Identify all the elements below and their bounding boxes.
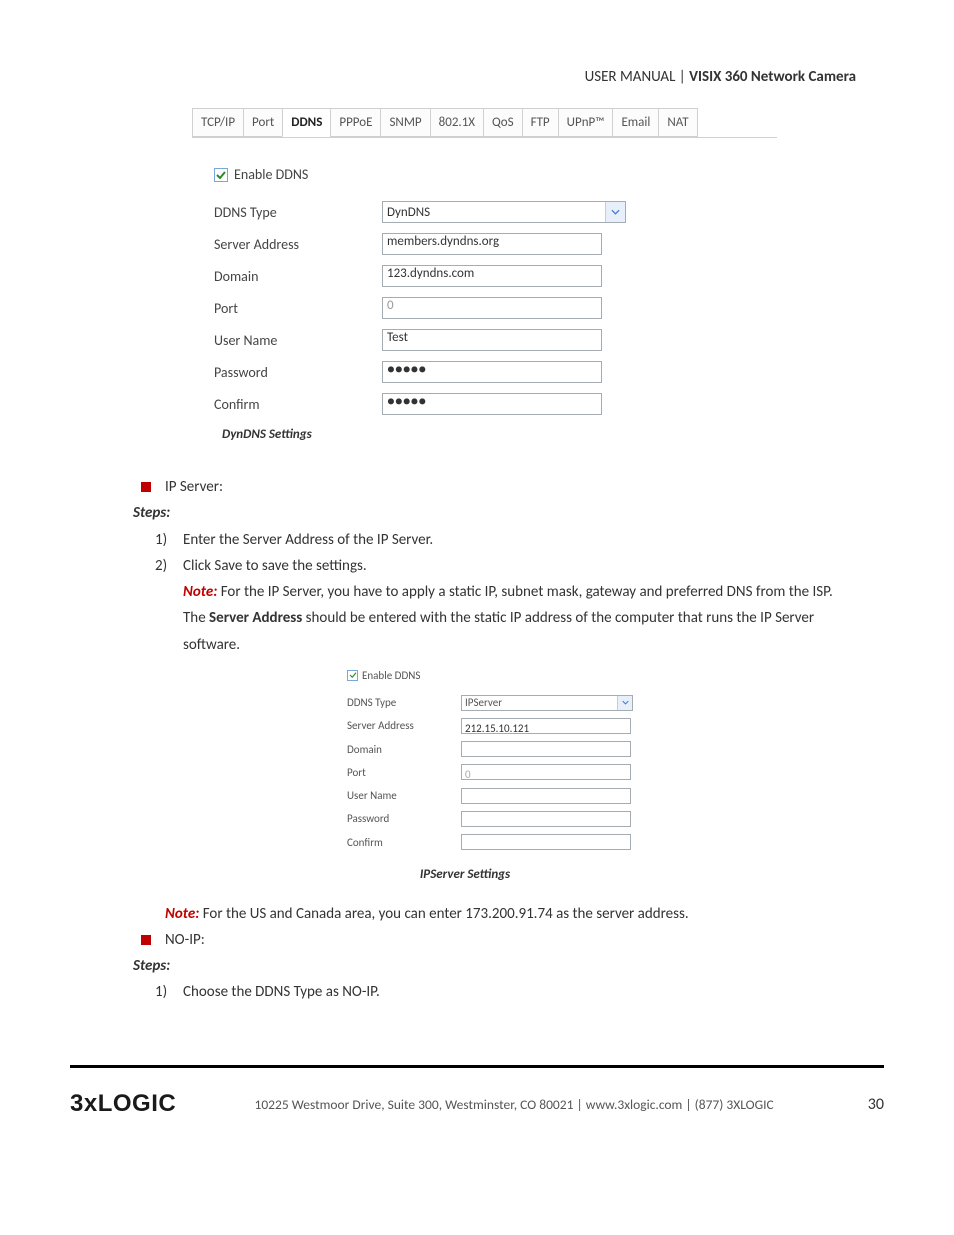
tab-ftp[interactable]: FTP [522, 108, 559, 137]
port-input[interactable]: 0 [382, 297, 602, 319]
ip-server-bullet: IP Server: [141, 474, 853, 500]
noip-step1-text: Choose the DDNS Type as NO-IP. [183, 979, 853, 1005]
tab-email[interactable]: Email [612, 108, 659, 137]
domain-input[interactable]: 123.dyndns.com [382, 265, 602, 287]
tab-pppoe[interactable]: PPPoE [330, 108, 381, 137]
header-title: VISIX 360 Network Camera [689, 68, 856, 86]
dyndns-settings-screenshot: TCP/IPPortDDNSPPPoESNMP802.1XQoSFTPUPnP™… [192, 108, 777, 442]
server-address-label2: Server Address [347, 716, 461, 735]
ddns-type-value: DynDNS [383, 205, 605, 220]
noip-label: NO-IP: [165, 927, 205, 953]
note1: Note: For the IP Server, you have to app… [183, 579, 853, 658]
tab-row: TCP/IPPortDDNSPPPoESNMP802.1XQoSFTPUPnP™… [192, 108, 777, 138]
username-input[interactable]: Test [382, 329, 602, 351]
page-number: 30 [852, 1095, 884, 1114]
tab-ddns[interactable]: DDNS [282, 108, 331, 137]
enable-ddns-checkbox2[interactable] [347, 670, 358, 681]
bullet-icon [141, 935, 151, 945]
ipserver-caption: IPServer Settings [287, 864, 643, 887]
domain-label: Domain [214, 268, 382, 285]
confirm-input2[interactable] [461, 834, 631, 850]
port-label2: Port [347, 763, 461, 782]
enable-ddns-row: Enable DDNS [214, 166, 777, 183]
logo: 3xLOGIC [70, 1090, 176, 1118]
dyndns-form: Enable DDNS DDNS Type DynDNS Server Addr… [192, 138, 777, 442]
tab-tcpip[interactable]: TCP/IP [192, 108, 244, 137]
tab-snmp[interactable]: SNMP [380, 108, 430, 137]
enable-ddns-row2: Enable DDNS [347, 666, 643, 685]
note-label: Note: [183, 583, 217, 601]
note2: Note: For the US and Canada area, you ca… [165, 901, 853, 927]
username-input2[interactable] [461, 788, 631, 804]
ipserver-settings-screenshot: Enable DDNS DDNS Type IPServer Server Ad… [347, 666, 643, 887]
enable-ddns-checkbox[interactable] [214, 168, 228, 182]
step1-text: Enter the Server Address of the IP Serve… [183, 527, 853, 553]
password-input2[interactable] [461, 811, 631, 827]
confirm-label: Confirm [214, 396, 382, 413]
confirm-input[interactable]: ●●●●● [382, 393, 602, 415]
ddns-type-label2: DDNS Type [347, 693, 461, 712]
password-label: Password [214, 364, 382, 381]
domain-label2: Domain [347, 740, 461, 759]
username-label: User Name [214, 332, 382, 349]
note-label2: Note: [165, 905, 199, 923]
server-address-label: Server Address [214, 236, 382, 253]
port-label: Port [214, 300, 382, 317]
page-footer: 3xLOGIC 10225 Westmoor Drive, Suite 300,… [70, 1090, 884, 1118]
ddns-type-value2: IPServer [462, 693, 617, 712]
domain-input2[interactable] [461, 741, 631, 757]
list-num: 1) [155, 527, 183, 553]
server-address-input2[interactable]: 212.15.10.121 [461, 718, 631, 734]
footer-rule [70, 1065, 884, 1068]
username-label2: User Name [347, 786, 461, 805]
chevron-down-icon [617, 696, 632, 710]
password-input[interactable]: ●●●●● [382, 361, 602, 383]
ddns-type-select2[interactable]: IPServer [461, 695, 633, 711]
step2-text: Click Save to save the settings. [183, 553, 853, 579]
noip-bullet: NO-IP: [141, 927, 853, 953]
bullet-icon [141, 482, 151, 492]
steps-heading2: Steps: [133, 953, 853, 979]
enable-ddns-label2: Enable DDNS [362, 666, 420, 685]
steps-heading: Steps: [133, 500, 853, 526]
ddns-type-select[interactable]: DynDNS [382, 201, 626, 223]
tab-nat[interactable]: NAT [658, 108, 697, 137]
page-header: USER MANUAL | VISIX 360 Network Camera [585, 68, 856, 86]
body-content: IP Server: Steps: 1)Enter the Server Add… [133, 474, 853, 1006]
chevron-down-icon [605, 202, 625, 222]
tab-qos[interactable]: QoS [483, 108, 523, 137]
tab-8021x[interactable]: 802.1X [430, 108, 484, 137]
note2-text: For the US and Canada area, you can ente… [199, 905, 688, 923]
server-address-bold: Server Address [209, 609, 302, 627]
dyndns-caption: DynDNS Settings [222, 427, 777, 442]
ip-server-label: IP Server: [165, 474, 223, 500]
confirm-label2: Confirm [347, 833, 461, 852]
tab-port[interactable]: Port [243, 108, 283, 137]
ddns-type-label: DDNS Type [214, 204, 382, 221]
server-address-input[interactable]: members.dyndns.org [382, 233, 602, 255]
header-prefix: USER MANUAL | [585, 68, 690, 86]
footer-address: 10225 Westmoor Drive, Suite 300, Westmin… [176, 1096, 852, 1113]
list-num: 2) [155, 553, 183, 579]
enable-ddns-label: Enable DDNS [234, 166, 308, 183]
tab-upnp[interactable]: UPnP™ [558, 108, 614, 137]
password-label2: Password [347, 809, 461, 828]
port-input2[interactable]: 0 [461, 764, 631, 780]
list-num: 1) [155, 979, 183, 1005]
